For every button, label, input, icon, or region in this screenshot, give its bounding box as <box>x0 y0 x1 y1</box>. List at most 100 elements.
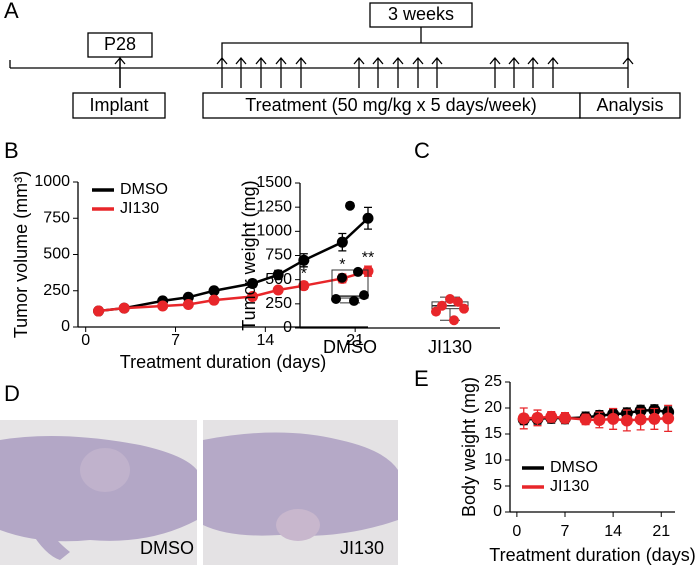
x-tick-label: 14 <box>604 523 622 540</box>
x-axis-title: Treatment duration (days) <box>489 545 695 565</box>
data-point <box>362 212 374 224</box>
data-point <box>620 414 633 427</box>
data-point <box>593 413 606 426</box>
data-point <box>559 411 571 424</box>
duration-bracket <box>221 42 629 58</box>
data-point <box>648 412 661 425</box>
panel-label: A <box>4 0 19 23</box>
stage-box <box>579 92 681 119</box>
y-tick-label: 15 <box>484 425 502 442</box>
y-tick-label: 5 <box>493 477 502 494</box>
data-point <box>459 303 469 314</box>
age-label: P28 <box>104 34 136 54</box>
y-tick-label: 25 <box>484 373 502 390</box>
x-tick-label: 0 <box>512 523 521 540</box>
y-tick-label: 250 <box>265 295 292 312</box>
x-tick-label: 7 <box>171 332 180 349</box>
age-box <box>87 32 153 58</box>
data-point <box>453 296 463 307</box>
annotation: * <box>301 265 307 282</box>
stage-box <box>72 92 166 119</box>
data-point <box>607 412 620 425</box>
y-tick-label: 20 <box>484 399 502 416</box>
data-point <box>445 294 455 304</box>
mouse-body <box>203 432 398 536</box>
y-tick-label: 500 <box>43 246 70 263</box>
y-tick-label: 10 <box>484 451 502 468</box>
data-point <box>531 411 544 424</box>
x-tick-label: JI130 <box>428 337 472 357</box>
arrow <box>547 56 559 88</box>
y-tick-label: 1250 <box>256 198 292 215</box>
y-tick-label: 1500 <box>256 174 292 191</box>
data-point <box>208 294 220 306</box>
data-point <box>331 294 341 304</box>
data-point <box>337 272 347 283</box>
panel-label: C <box>414 138 430 163</box>
annotation: * <box>339 257 345 274</box>
data-point <box>353 266 363 277</box>
legend-label: DMSO <box>120 181 168 198</box>
timeline: P28 3 weeks Implant Treatment (50 mg/kg … <box>9 2 681 119</box>
x-tick-label: 14 <box>256 332 274 349</box>
tumor <box>276 509 320 541</box>
data-point <box>345 200 355 211</box>
x-tick-label: DMSO <box>323 337 377 357</box>
y-tick-label: 750 <box>43 209 70 226</box>
y-tick-label: 1000 <box>256 223 292 240</box>
duration-label: 3 weeks <box>388 4 454 24</box>
arrow <box>372 56 384 88</box>
arrow <box>295 56 307 88</box>
y-tick-label: 1000 <box>34 173 70 190</box>
arrow <box>235 56 247 88</box>
data-point <box>298 254 310 266</box>
data-point <box>336 236 348 248</box>
data-point <box>247 291 259 303</box>
data-point <box>272 284 284 296</box>
y-axis-title: Tumor weight (mg) <box>239 180 259 330</box>
arrow <box>489 56 501 88</box>
photo-label: JI130 <box>340 538 384 558</box>
mouse-leg <box>30 530 70 560</box>
data-point <box>579 413 592 426</box>
x-tick-label: 7 <box>561 523 570 540</box>
arrow <box>216 56 228 88</box>
arrow <box>255 56 267 88</box>
arrow <box>353 56 365 88</box>
data-point <box>634 413 647 426</box>
x-tick-label: 0 <box>81 332 90 349</box>
legend-label: DMSO <box>550 459 598 476</box>
data-point <box>517 412 530 425</box>
stage-label: Implant <box>89 95 148 115</box>
arrow <box>275 56 287 88</box>
data-point <box>182 299 194 311</box>
photos: DMSO JI130 <box>0 420 398 565</box>
y-tick-label: 500 <box>265 271 292 288</box>
tumor <box>80 448 130 492</box>
arrow <box>392 56 404 88</box>
stage-label: Treatment (50 mg/kg x 5 days/week) <box>245 95 536 115</box>
data-point <box>298 280 310 292</box>
x-axis-title: Treatment duration (days) <box>120 352 326 372</box>
data-point <box>272 269 284 281</box>
y-tick-label: 0 <box>61 318 70 335</box>
data-point <box>349 295 359 306</box>
panel-label: D <box>4 381 20 406</box>
x-tick-label: 21 <box>346 332 364 349</box>
x-tick-label: 21 <box>652 523 670 540</box>
stage-box <box>202 92 581 119</box>
arrow <box>527 56 539 88</box>
photo-label: DMSO <box>140 538 194 558</box>
data-point <box>208 285 220 297</box>
data-point <box>247 278 259 289</box>
panel-label: E <box>414 366 429 391</box>
y-axis-title: Body weight (mg) <box>459 377 479 517</box>
annotation: ** <box>362 249 374 266</box>
data-point <box>449 315 459 326</box>
data-point <box>431 306 441 317</box>
arrow <box>622 56 634 88</box>
data-point <box>93 305 105 317</box>
y-tick-label: 750 <box>265 247 292 264</box>
series-line <box>98 217 369 313</box>
